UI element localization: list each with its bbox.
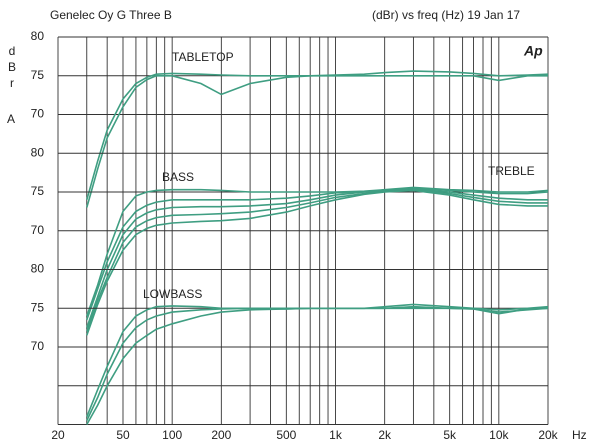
panel-label: TABLETOP [172, 50, 234, 64]
y-tick-label: 75 [31, 184, 45, 198]
x-tick-label: 500 [276, 428, 296, 442]
x-tick-label: 100 [162, 428, 182, 442]
logo: Ap [523, 43, 543, 59]
response-curve [86, 189, 548, 336]
y-tick-label: 80 [31, 145, 45, 159]
response-curve [86, 75, 548, 208]
x-unit: Hz [572, 428, 587, 442]
y-tick-label: 70 [31, 107, 45, 121]
x-tick-label: 5k [443, 428, 457, 442]
y-tick-label: 70 [31, 339, 45, 353]
response-curve [86, 188, 548, 332]
x-tick-label: 20 [51, 428, 65, 442]
response-curve [86, 307, 549, 425]
y-axis-weighting: A [7, 112, 16, 126]
x-tick-label: 10k [489, 428, 509, 442]
x-tick-label: 50 [116, 428, 130, 442]
response-curve [86, 188, 548, 328]
response-curve [86, 187, 549, 321]
panel-label: TREBLE [488, 164, 535, 178]
y-tick-label: 75 [31, 68, 45, 82]
response-curve [86, 70, 549, 201]
x-tick-label: 1k [329, 428, 343, 442]
y-tick-label: 70 [31, 223, 45, 237]
chart-subtitle: (dBr) vs freq (Hz) 19 Jan 17 [372, 8, 520, 22]
y-tick-label: 75 [31, 300, 45, 314]
chart-title: Genelec Oy G Three B [50, 8, 172, 22]
x-tick-label: 200 [211, 428, 231, 442]
y-axis-label: dBr [5, 44, 19, 92]
panel-label: LOWBASS [143, 287, 202, 301]
panel-label: BASS [162, 170, 194, 184]
y-tick-label: 80 [31, 262, 45, 276]
x-tick-label: 2k [378, 428, 392, 442]
y-tick-label: 80 [31, 29, 45, 43]
response-curve [86, 186, 549, 317]
x-tick-label: 20k [538, 428, 558, 442]
